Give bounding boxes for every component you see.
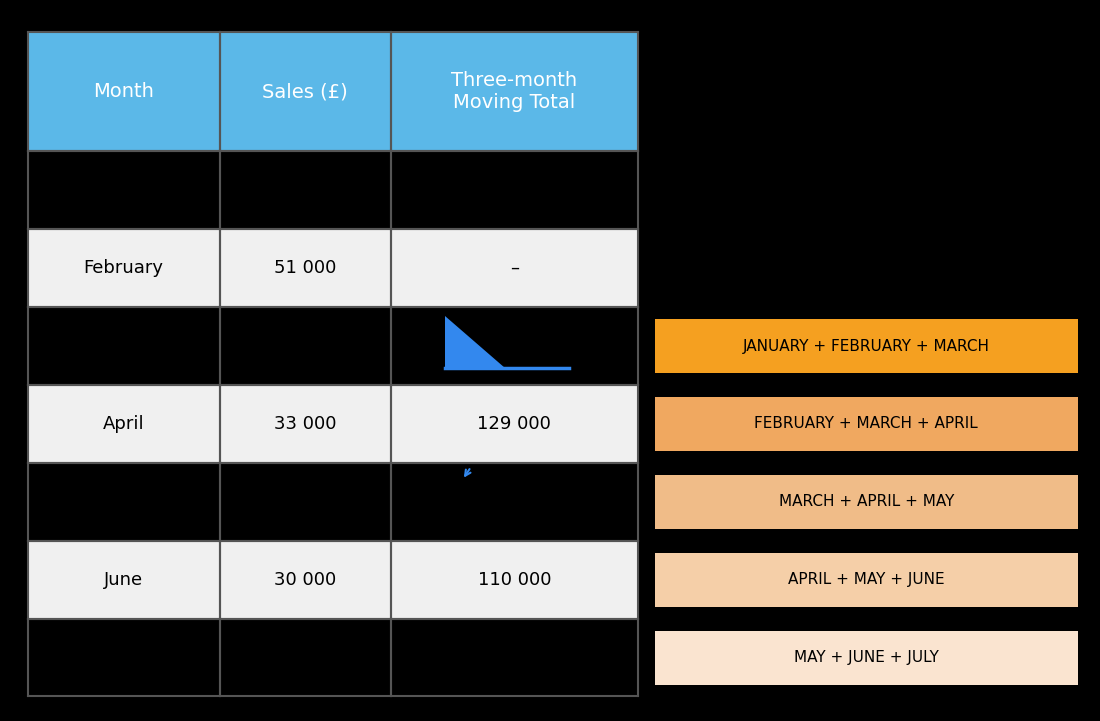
Text: 30 000: 30 000 — [274, 571, 337, 588]
Text: Three-month
Moving Total: Three-month Moving Total — [451, 71, 578, 112]
Text: –: – — [509, 260, 519, 277]
Text: Month: Month — [94, 82, 154, 102]
Bar — [390, 619, 638, 696]
Bar — [28, 463, 220, 541]
Bar — [28, 541, 220, 619]
Bar — [654, 319, 1078, 373]
Bar — [390, 229, 638, 307]
Text: 110 000: 110 000 — [477, 571, 551, 588]
Bar — [390, 307, 638, 385]
Bar — [28, 229, 220, 307]
Text: Sales (£): Sales (£) — [263, 82, 348, 102]
Text: MARCH + APRIL + MAY: MARCH + APRIL + MAY — [779, 495, 954, 509]
Bar — [654, 474, 1078, 529]
Bar — [654, 630, 1078, 685]
Bar — [220, 307, 390, 385]
Text: FEBRUARY + MARCH + APRIL: FEBRUARY + MARCH + APRIL — [755, 417, 978, 431]
Text: 51 000: 51 000 — [274, 260, 337, 277]
Text: 33 000: 33 000 — [274, 415, 337, 433]
Bar — [390, 541, 638, 619]
Text: June: June — [104, 571, 143, 588]
Text: February: February — [84, 260, 164, 277]
Text: MAY + JUNE + JULY: MAY + JUNE + JULY — [794, 650, 938, 665]
Bar — [220, 385, 390, 463]
Bar — [220, 151, 390, 229]
Bar — [220, 463, 390, 541]
Text: APRIL + MAY + JUNE: APRIL + MAY + JUNE — [788, 572, 945, 587]
Bar — [28, 385, 220, 463]
Bar — [220, 541, 390, 619]
Bar — [654, 552, 1078, 607]
Text: JANUARY + FEBRUARY + MARCH: JANUARY + FEBRUARY + MARCH — [742, 339, 990, 353]
Bar — [28, 307, 220, 385]
Bar — [390, 151, 638, 229]
Bar — [390, 463, 638, 541]
Text: 129 000: 129 000 — [477, 415, 551, 433]
Bar — [390, 32, 638, 151]
Polygon shape — [444, 317, 505, 368]
Bar — [390, 385, 638, 463]
Bar — [28, 619, 220, 696]
Bar — [220, 32, 390, 151]
Bar — [220, 619, 390, 696]
Bar — [28, 32, 220, 151]
Bar — [654, 397, 1078, 451]
Text: April: April — [103, 415, 144, 433]
Bar — [220, 229, 390, 307]
Bar — [28, 151, 220, 229]
